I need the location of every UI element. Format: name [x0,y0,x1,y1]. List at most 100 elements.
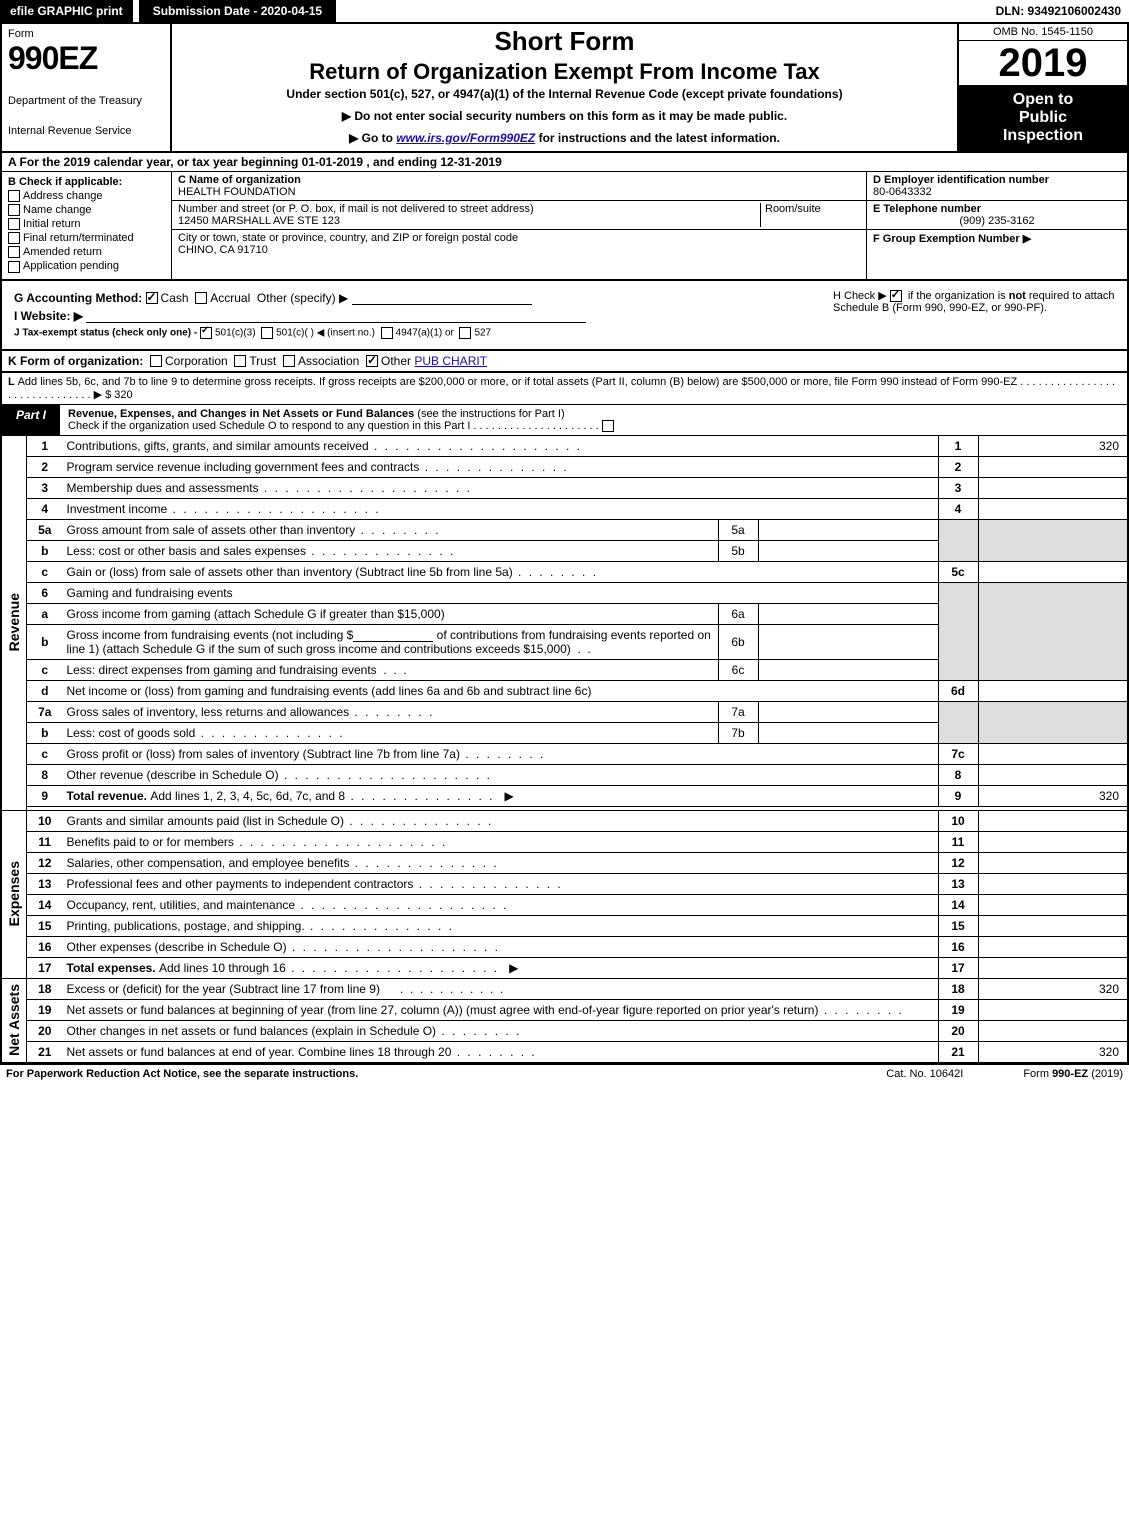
r5b-sv [758,540,938,561]
r5a-sv [758,519,938,540]
r17-desc: Add lines 10 through 16 [159,961,499,975]
r13-desc: Professional fees and other payments to … [67,877,563,891]
j-label: J Tax-exempt status (check only one) - [14,327,200,338]
k-other-value[interactable]: PUB CHARIT [414,354,487,368]
open-line3: Inspection [961,127,1125,145]
open-to-public: Open to Public Inspection [959,85,1127,151]
r2-num: 2 [27,456,63,477]
b-amended-return[interactable]: Amended return [8,246,165,258]
d-value: 80-0643332 [873,186,1121,198]
b-final-return[interactable]: Final return/terminated [8,232,165,244]
r5b-sn: 5b [718,540,758,561]
row-6d: d Net income or (loss) from gaming and f… [1,680,1128,701]
side-net-assets: Net Assets [6,984,22,1056]
r8-desc: Other revenue (describe in Schedule O) [67,768,492,782]
efile-print-button[interactable]: efile GRAPHIC print [0,0,133,22]
r6b-sv [758,624,938,659]
b-address-change[interactable]: Address change [8,190,165,202]
k-corp-checkbox[interactable] [150,355,162,367]
r11-num: 11 [27,831,63,852]
c-city-label: City or town, state or province, country… [178,232,860,244]
g-cash-checkbox[interactable] [146,292,158,304]
row-21: 21 Net assets or fund balances at end of… [1,1041,1128,1063]
part1-checkbox[interactable] [602,420,614,432]
j-501c-checkbox[interactable] [261,327,273,339]
footer-r2: 990-EZ [1052,1068,1088,1080]
r12-rn: 12 [938,852,978,873]
b-initial-return[interactable]: Initial return [8,218,165,230]
r13-num: 13 [27,873,63,894]
g-other-label: Other (specify) ▶ [257,291,348,305]
part1-subtitle: (see the instructions for Part I) [417,408,564,420]
arrow-notice-2: ▶ Go to www.irs.gov/Form990EZ for instru… [180,131,949,145]
r11-rn: 11 [938,831,978,852]
b-o5-label: Amended return [23,246,102,258]
r9-desc: Add lines 1, 2, 3, 4, 5c, 6d, 7c, and 8 [150,789,494,803]
r6b-sn: 6b [718,624,758,659]
b-o3-label: Initial return [23,218,80,230]
footer-r1: Form [1023,1068,1052,1080]
open-line2: Public [961,109,1125,127]
row-11: 11 Benefits paid to or for members 11 [1,831,1128,852]
i-line: I Website: ▶ [8,307,821,325]
arrow2-post: for instructions and the latest informat… [535,131,780,145]
g-line: G Accounting Method: Cash Accrual Other … [8,289,821,307]
r8-rv [978,764,1128,785]
c-room-label: Room/suite [760,203,860,227]
part1-title: Revenue, Expenses, and Changes in Net As… [68,408,417,420]
r3-rn: 3 [938,477,978,498]
l-text: Add lines 5b, 6c, and 7b to line 9 to de… [8,376,1115,401]
r18-desc: Excess or (deficit) for the year (Subtra… [67,982,380,996]
b-name-change[interactable]: Name change [8,204,165,216]
j-4947-checkbox[interactable] [381,327,393,339]
r6b-amount-input[interactable] [353,628,433,642]
r4-rv [978,498,1128,519]
r6-num: 6 [27,582,63,603]
row-2: 2 Program service revenue including gove… [1,456,1128,477]
row-3: 3 Membership dues and assessments 3 [1,477,1128,498]
j-527-checkbox[interactable] [459,327,471,339]
r7c-desc: Gross profit or (loss) from sales of inv… [67,747,546,761]
j-527-label: 527 [474,327,491,338]
r16-rn: 16 [938,936,978,957]
k-label: K Form of organization: [8,354,143,368]
header-mid: Short Form Return of Organization Exempt… [172,24,957,151]
r10-rn: 10 [938,810,978,831]
c-addr-value: 12450 MARSHALL AVE STE 123 [178,215,760,227]
b-header: B Check if applicable: [8,176,165,188]
g-accrual-checkbox[interactable] [195,292,207,304]
row-10: Expenses 10 Grants and similar amounts p… [1,810,1128,831]
r6d-num: d [27,680,63,701]
k-other-checkbox[interactable] [366,355,378,367]
e-label: E Telephone number [873,203,1121,215]
r18-rn: 18 [938,978,978,999]
h-checkbox[interactable] [890,290,902,302]
r18-rv: 320 [978,978,1128,999]
r7b-num: b [27,722,63,743]
k-trust-checkbox[interactable] [234,355,246,367]
form-header: Form 990EZ Department of the Treasury In… [0,24,1129,153]
part1-header: Part I Revenue, Expenses, and Changes in… [0,405,1129,436]
k-assoc-checkbox[interactable] [283,355,295,367]
r21-desc: Net assets or fund balances at end of ye… [67,1045,537,1059]
r4-rn: 4 [938,498,978,519]
form-word: Form [8,28,164,40]
submission-date: Submission Date - 2020-04-15 [139,0,336,22]
section-ghij: G Accounting Method: Cash Accrual Other … [0,281,1129,350]
r5a-num: 5a [27,519,63,540]
r15-rn: 15 [938,915,978,936]
irs-link[interactable]: www.irs.gov/Form990EZ [396,131,535,145]
i-website-input[interactable] [86,309,586,323]
r17-rv [978,957,1128,978]
j-501c3-checkbox[interactable] [200,327,212,339]
g-other-input[interactable] [352,291,532,305]
r14-desc: Occupancy, rent, utilities, and maintena… [67,898,509,912]
f-label: F Group Exemption Number ▶ [873,233,1031,245]
b-application-pending[interactable]: Application pending [8,260,165,272]
j-line: J Tax-exempt status (check only one) - 5… [8,325,821,341]
e-value: (909) 235-3162 [873,215,1121,227]
dln: DLN: 93492106002430 [996,4,1129,18]
l-label: L [8,376,18,388]
r8-num: 8 [27,764,63,785]
dept-irs: Internal Revenue Service [8,125,164,137]
